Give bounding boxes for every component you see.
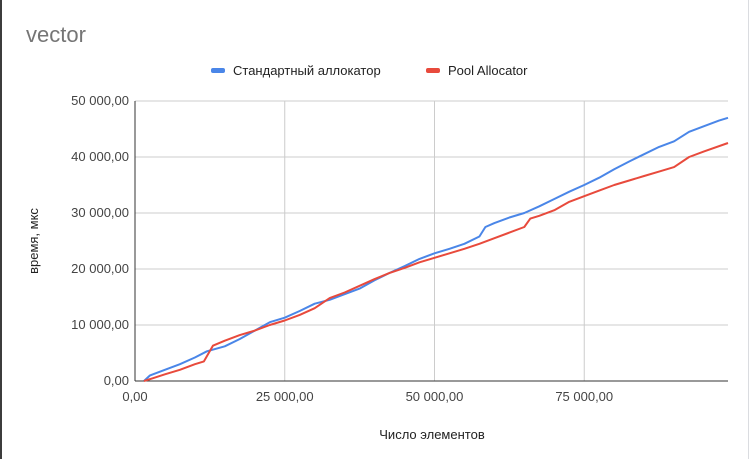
- legend-label-0: Стандартный аллокатор: [233, 63, 381, 78]
- y-tick-label: 20 000,00: [71, 261, 129, 276]
- y-tick-label: 40 000,00: [71, 149, 129, 164]
- ticks: 0,00 10 000,00 20 000,00 30 000,00 40 000,00…: [71, 93, 613, 404]
- series-line-0: [143, 116, 729, 382]
- legend-label-1: Pool Allocator: [448, 63, 528, 78]
- x-tick-label: 0,00: [122, 389, 147, 404]
- legend: Стандартный аллокатор Pool Allocator: [211, 63, 528, 78]
- x-tick-label: 75 000,00: [555, 389, 613, 404]
- chart-title: vector: [26, 22, 86, 47]
- y-axis-title: время, мкс: [26, 208, 41, 274]
- series-group: [143, 116, 729, 382]
- x-tick-label: 50 000,00: [406, 389, 464, 404]
- legend-swatch-0: [211, 68, 225, 73]
- series-line-1: [143, 142, 729, 382]
- legend-swatch-1: [426, 68, 440, 73]
- y-tick-label: 0,00: [104, 373, 129, 388]
- y-tick-label: 30 000,00: [71, 205, 129, 220]
- y-tick-label: 10 000,00: [71, 317, 129, 332]
- y-tick-label: 50 000,00: [71, 93, 129, 108]
- grid: [134, 100, 728, 382]
- x-axis-title: Число элементов: [379, 427, 485, 442]
- x-tick-label: 25 000,00: [256, 389, 314, 404]
